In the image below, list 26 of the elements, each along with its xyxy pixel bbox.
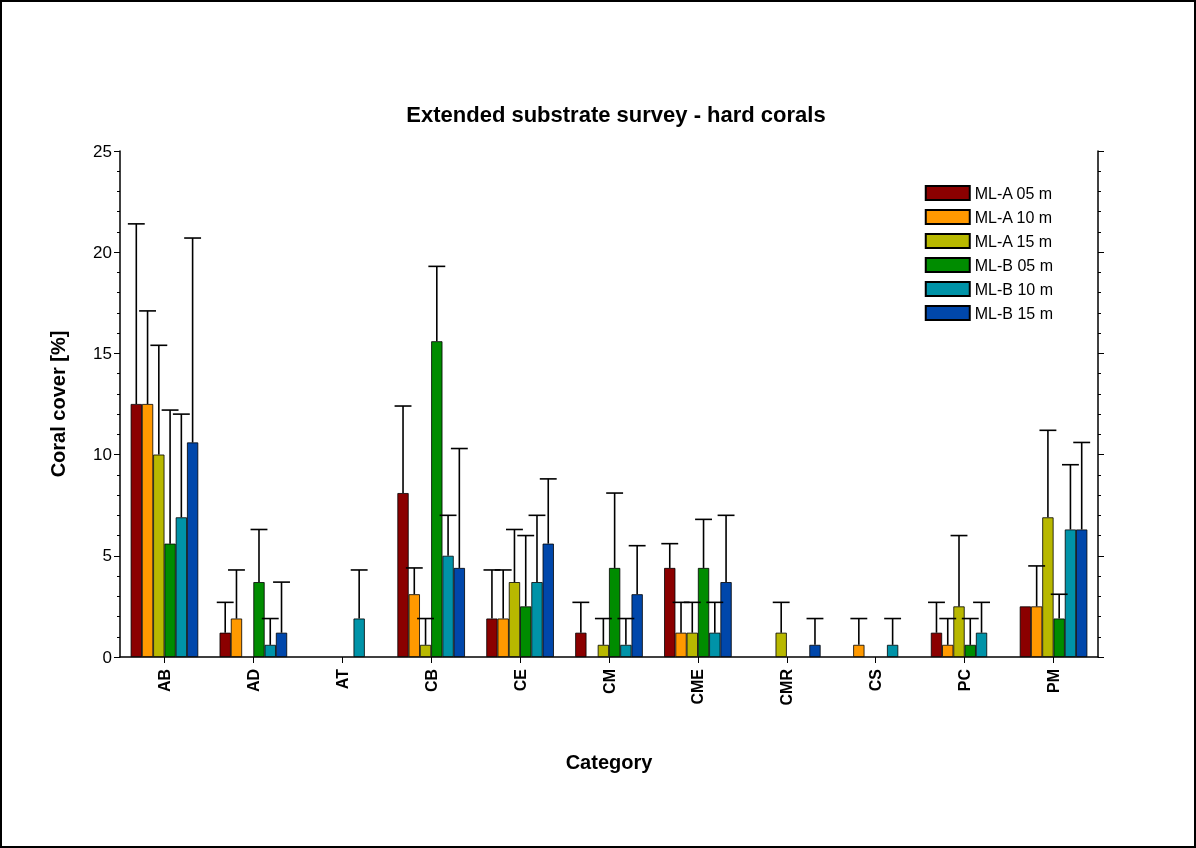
x-tick-label: AT <box>333 668 351 690</box>
legend-label: ML-B 15 m <box>974 304 1054 322</box>
x-tick-label: CME <box>689 668 707 705</box>
x-axis-title: Category <box>565 751 654 773</box>
y-tick-label: 5 <box>102 546 112 566</box>
legend-label: ML-A 15 m <box>974 232 1053 250</box>
y-tick-label: 25 <box>93 141 112 161</box>
x-tick-label: CS <box>867 668 885 692</box>
legend-label: ML-B 10 m <box>974 280 1054 298</box>
y-tick-label: 10 <box>93 445 112 465</box>
x-tick-label: CMR <box>778 668 796 706</box>
y-axis-title: Coral cover [%] <box>47 330 69 478</box>
legend-label: ML-B 05 m <box>974 256 1054 274</box>
legend-label: ML-A 10 m <box>974 208 1053 226</box>
y-tick-label: 0 <box>102 647 112 667</box>
x-tick-label: CM <box>600 669 618 694</box>
y-tick-label: 15 <box>93 343 112 363</box>
x-tick-label: CE <box>511 668 529 692</box>
y-tick-label: 20 <box>93 242 112 262</box>
legend-label: ML-A 05 m <box>974 184 1053 202</box>
chart-title: Extended substrate survey - hard corals <box>406 101 826 127</box>
x-tick-label: PM <box>1045 669 1063 693</box>
x-tick-label: CB <box>422 669 440 693</box>
x-tick-label: AB <box>155 669 173 693</box>
x-tick-label: AD <box>244 669 262 693</box>
x-tick-label: PC <box>956 668 974 692</box>
